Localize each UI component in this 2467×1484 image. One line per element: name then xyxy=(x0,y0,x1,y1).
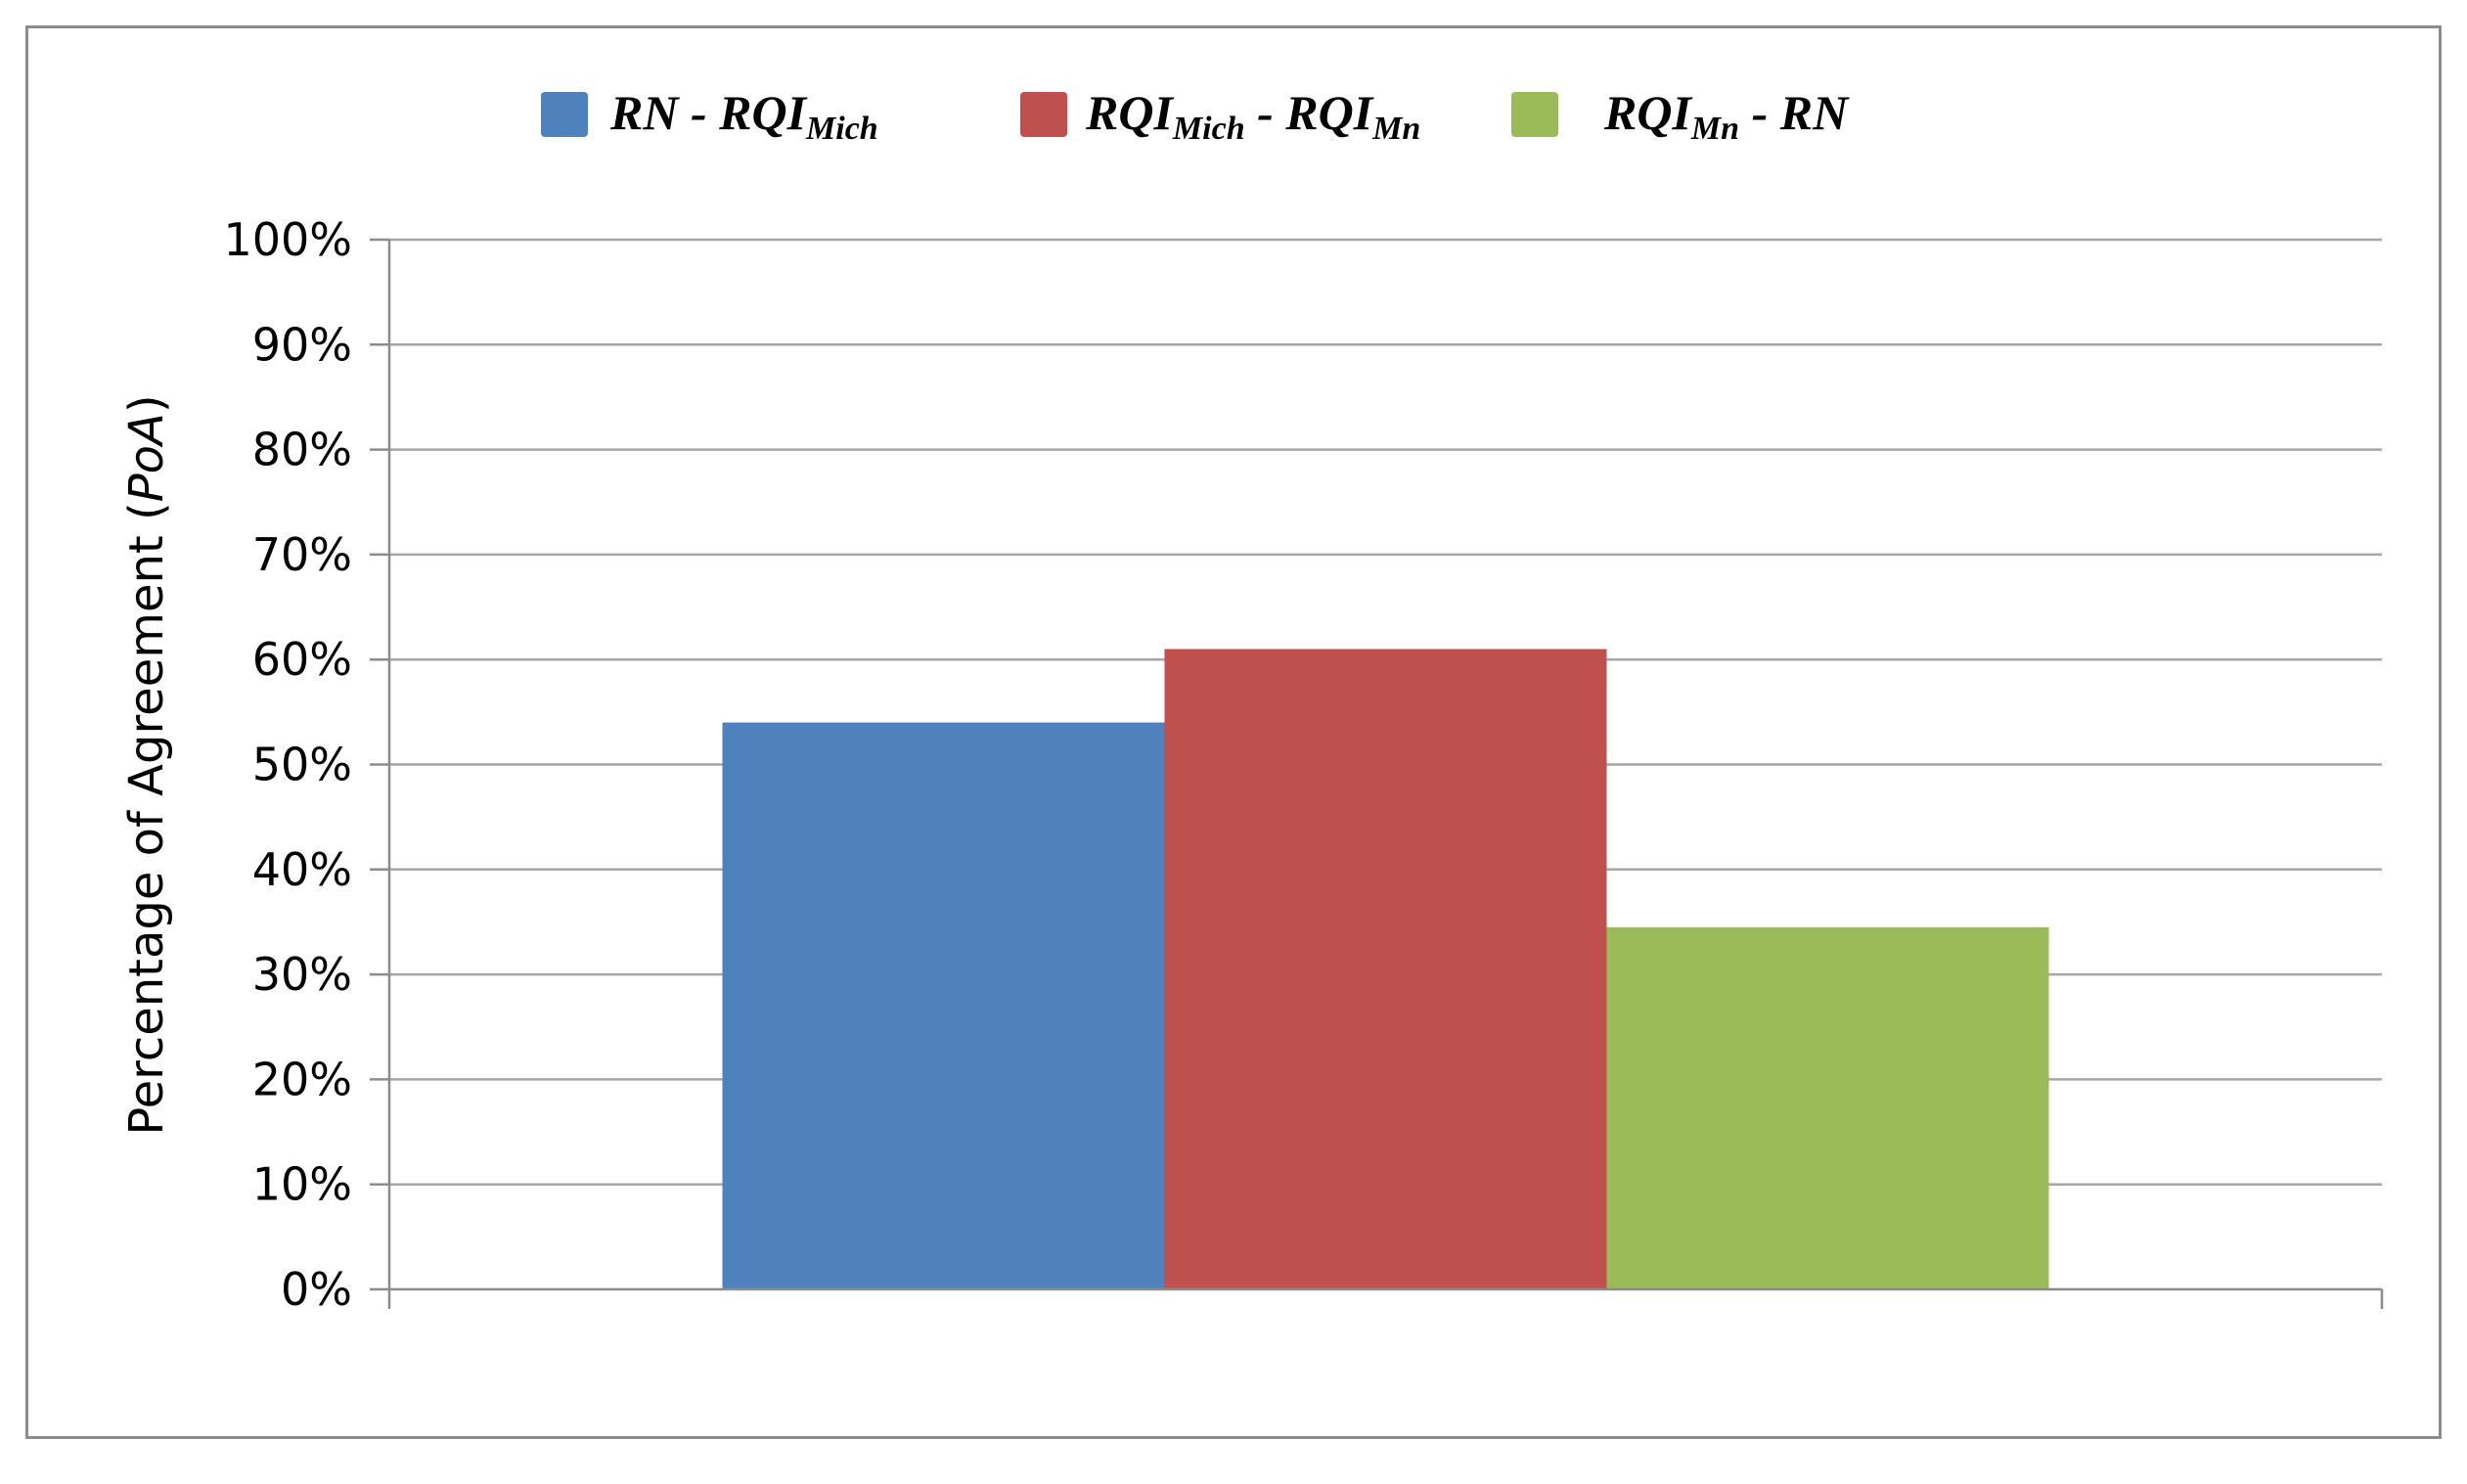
y-tick-label: 40% xyxy=(252,843,352,896)
bar-rqimn-rn xyxy=(1606,926,2049,1289)
y-tick-label: 50% xyxy=(252,739,352,791)
y-tick-label: 10% xyxy=(252,1158,352,1211)
y-tick-label: 20% xyxy=(252,1053,352,1105)
legend-label-rqimn-rn: RQIMn - RN xyxy=(1603,85,1850,147)
y-tick-label: 100% xyxy=(223,213,352,266)
legend: RN - RQIMich RQIMich - RQIMn RQIMn - RN xyxy=(541,85,1850,147)
y-axis-label-emphasis: PoA xyxy=(119,413,174,502)
legend-label-rn-rqimich: RN - RQIMich xyxy=(609,85,878,147)
y-axis-label-prefix: Percentage of Agreement ( xyxy=(119,502,174,1135)
y-axis-label-suffix: ) xyxy=(119,394,174,413)
y-tick-label: 90% xyxy=(252,318,352,371)
bar-rn-rqimich xyxy=(722,722,1165,1289)
y-tick-label: 80% xyxy=(252,424,352,476)
y-tick-label: 60% xyxy=(252,633,352,686)
legend-swatch-rqimich-rqimn xyxy=(1020,92,1067,137)
legend-swatch-rqimn-rn xyxy=(1511,92,1558,137)
legend-swatch-rn-rqimich xyxy=(541,92,588,137)
y-tick-label: 0% xyxy=(281,1263,352,1316)
y-tick-label: 70% xyxy=(252,528,352,581)
bars xyxy=(722,649,2049,1289)
y-axis-label: Percentage of Agreement (PoA) xyxy=(119,394,174,1135)
gridlines xyxy=(389,238,2382,1186)
y-tick-labels: 0% 10% 20% 30% 40% 50% 60% 70% 80% 90% 100% xyxy=(223,213,352,1316)
bar-rqimich-rqimn xyxy=(1164,649,1607,1289)
axes xyxy=(370,238,2384,1309)
y-tick-label: 30% xyxy=(252,948,352,1001)
legend-label-rqimich-rqimn: RQIMich - RQIMn xyxy=(1085,85,1420,147)
